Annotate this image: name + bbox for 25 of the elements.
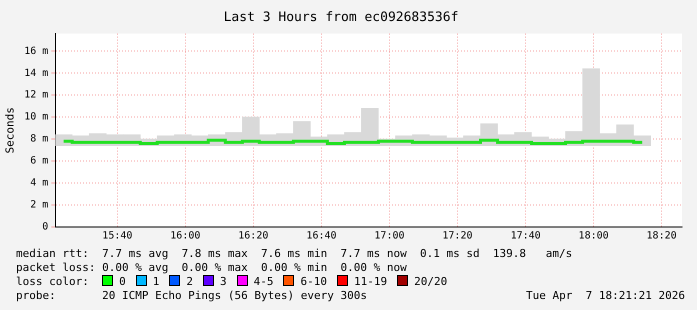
text: packet loss: 0.00 % avg 0.00 % max 0.00 % min 0.00 % now: [16, 261, 408, 275]
y-tick-label: 4 m: [30, 178, 48, 189]
y-tick-label: 8 m: [30, 134, 48, 145]
x-tick-label: 18:20: [646, 230, 677, 242]
y-axis-title: Seconds: [3, 107, 16, 154]
chart-title: Last 3 Hours from ec092683536f: [224, 10, 458, 26]
y-tick-label: 2 m: [30, 200, 48, 211]
x-tick-label: 17:20: [442, 230, 472, 242]
x-tick-label: 15:40: [102, 230, 132, 242]
y-tick-label: 10 m: [24, 112, 48, 123]
text: loss color: 0 1 2 3 4-5 6-10 11-19 20/20: [16, 275, 448, 288]
text: Tue Apr 7 18:21:21 2026: [526, 289, 685, 303]
y-tick-label: 0: [42, 222, 48, 233]
x-tick-label: 16:00: [170, 230, 200, 242]
x-tick-label: 16:40: [306, 230, 337, 242]
y-tick-label: 12 m: [24, 90, 48, 101]
text: median rtt: 7.7 ms avg 7.8 ms max 7.6 ms min 7.7 ms now 0.1 ms sd 139.8 am/s: [16, 247, 572, 261]
x-tick-label: 16:20: [238, 230, 268, 242]
y-tick-label: 14 m: [24, 68, 48, 79]
y-tick-label: 16 m: [24, 46, 48, 57]
y-tick-label: 6 m: [30, 156, 48, 167]
x-tick-label: 17:40: [510, 230, 541, 242]
text: probe: 20 ICMP Echo Pings (56 Bytes) every 300s: [16, 289, 367, 302]
x-tick-label: 17:00: [374, 230, 405, 242]
x-tick-label: 18:00: [578, 230, 609, 242]
